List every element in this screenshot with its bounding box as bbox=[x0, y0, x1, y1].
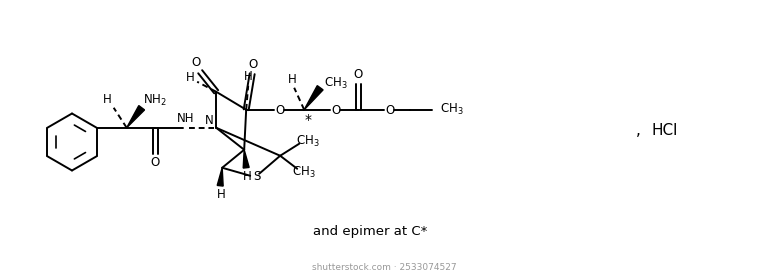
Text: O: O bbox=[249, 58, 258, 71]
Polygon shape bbox=[304, 86, 323, 110]
Text: *: * bbox=[304, 113, 311, 127]
Text: ,: , bbox=[636, 123, 640, 137]
Polygon shape bbox=[217, 168, 223, 186]
Text: CH$_3$: CH$_3$ bbox=[296, 134, 320, 149]
Text: CH$_3$: CH$_3$ bbox=[292, 165, 316, 180]
Polygon shape bbox=[127, 106, 144, 128]
Text: H: H bbox=[104, 93, 112, 106]
Text: and epimer at C*: and epimer at C* bbox=[313, 225, 427, 239]
Text: HCl: HCl bbox=[652, 123, 678, 137]
Text: H: H bbox=[288, 73, 297, 86]
Text: O: O bbox=[275, 104, 285, 117]
Text: H: H bbox=[186, 71, 195, 84]
Text: NH: NH bbox=[176, 112, 194, 125]
Text: S: S bbox=[254, 170, 261, 183]
Text: H: H bbox=[217, 188, 225, 201]
Text: N: N bbox=[205, 114, 213, 127]
Polygon shape bbox=[243, 150, 249, 168]
Text: shutterstock.com · 2533074527: shutterstock.com · 2533074527 bbox=[311, 263, 456, 272]
Text: O: O bbox=[192, 56, 201, 69]
Text: O: O bbox=[150, 156, 160, 169]
Text: NH$_2$: NH$_2$ bbox=[143, 93, 166, 108]
Text: CH$_3$: CH$_3$ bbox=[324, 76, 348, 91]
Text: O: O bbox=[354, 68, 363, 81]
Text: O: O bbox=[386, 104, 395, 117]
Text: H: H bbox=[244, 70, 252, 83]
Text: H: H bbox=[243, 170, 252, 183]
Text: CH$_3$: CH$_3$ bbox=[440, 102, 464, 117]
Text: O: O bbox=[331, 104, 341, 117]
